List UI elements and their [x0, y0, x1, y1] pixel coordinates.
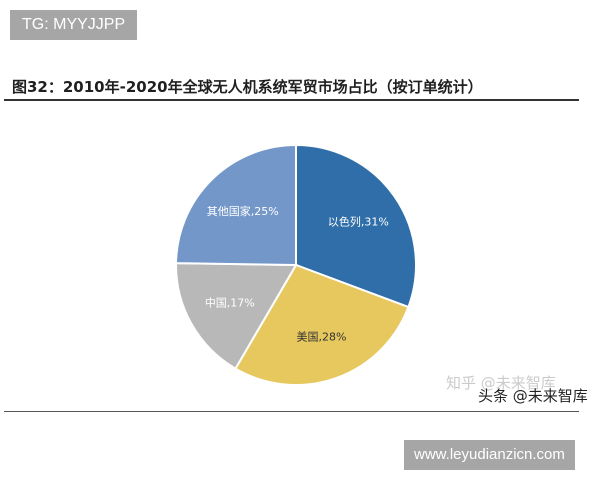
pie-slice-label: 中国,17% [205, 296, 255, 309]
zhihu-watermark: 知乎 @未来智库 [446, 374, 556, 392]
pie-slice [174, 143, 297, 267]
bottom-divider [4, 411, 579, 412]
pie-slice [295, 143, 417, 309]
tg-badge: TG: MYYJJPP [10, 10, 138, 40]
pie-slice [175, 262, 298, 370]
pie-slice-label: 美国,28% [297, 331, 347, 344]
pie-slice-label: 其他国家,25% [207, 204, 279, 218]
title-divider [4, 99, 579, 101]
pie-slice-label: 以色列,31% [328, 215, 389, 229]
site-watermark: www.leyudianzicn.com [404, 440, 575, 470]
toutiao-watermark: 头条 @未来智库 [478, 387, 588, 405]
figure-title: 图32：2010年-2020年全球无人机系统军贸市场占比（按订单统计） [12, 78, 483, 96]
